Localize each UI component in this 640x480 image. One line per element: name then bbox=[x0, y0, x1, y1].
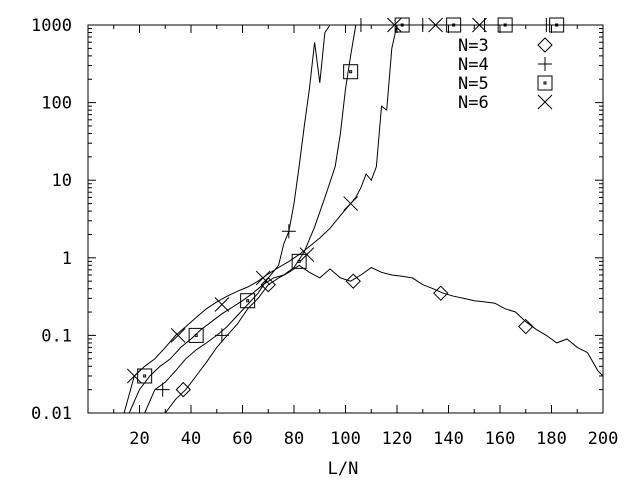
y-tick-label: 0.01 bbox=[31, 404, 72, 424]
marker-n4 bbox=[415, 18, 430, 32]
y-tick-label: 10 bbox=[52, 171, 72, 191]
marker-n5-dot bbox=[194, 333, 198, 337]
marker-n5-dot bbox=[349, 70, 353, 74]
y-tick-label: 100 bbox=[41, 94, 72, 114]
marker-n4 bbox=[155, 382, 170, 397]
marker-n6 bbox=[126, 368, 142, 384]
marker-n6 bbox=[299, 247, 315, 262]
marker-n4 bbox=[353, 18, 368, 32]
x-tick-label: 40 bbox=[181, 429, 201, 449]
series-line-n6 bbox=[113, 24, 398, 414]
marker-n5 bbox=[394, 17, 410, 33]
marker-n6 bbox=[255, 270, 271, 286]
x-tick-label: 140 bbox=[433, 429, 464, 449]
x-tick-label: 120 bbox=[382, 429, 413, 449]
marker-n5-dot bbox=[400, 23, 404, 27]
legend-label: N=6 bbox=[458, 93, 489, 113]
legend-marker bbox=[537, 37, 553, 53]
marker-n5 bbox=[343, 64, 359, 80]
x-tick-label: 80 bbox=[284, 429, 304, 449]
legend-marker bbox=[537, 75, 553, 91]
marker-n4 bbox=[281, 224, 296, 239]
y-tick-label: 0.1 bbox=[41, 326, 72, 346]
series-markers bbox=[126, 17, 565, 398]
marker-n5-dot bbox=[503, 23, 507, 27]
x-axis-label: L/N bbox=[328, 459, 359, 479]
x-tick-label: 180 bbox=[536, 429, 567, 449]
plot-frame bbox=[87, 24, 604, 414]
series-line-n3 bbox=[134, 264, 604, 414]
legend-marker bbox=[537, 94, 553, 110]
marker-n4 bbox=[214, 328, 229, 343]
marker-n5 bbox=[137, 368, 153, 384]
legend-label: N=4 bbox=[458, 55, 489, 75]
marker-n5 bbox=[188, 327, 204, 343]
legend: N=3N=4N=5N=6 bbox=[458, 36, 553, 113]
marker-n5-dot bbox=[555, 23, 559, 27]
series-lines bbox=[113, 24, 604, 414]
marker-n5 bbox=[291, 253, 307, 269]
legend-marker-dot bbox=[543, 81, 547, 85]
y-tick-label: 1 bbox=[62, 249, 72, 269]
marker-n6 bbox=[214, 297, 230, 312]
plot-border bbox=[87, 24, 604, 414]
y-tick-label: 1000 bbox=[31, 16, 72, 36]
series-line-n4 bbox=[124, 24, 331, 414]
marker-n5 bbox=[240, 293, 256, 309]
marker-n6 bbox=[170, 328, 186, 343]
x-tick-label: 100 bbox=[330, 429, 361, 449]
marker-n6 bbox=[472, 17, 487, 33]
legend-marker bbox=[538, 57, 552, 71]
legend-label: N=3 bbox=[458, 36, 489, 56]
marker-n5 bbox=[446, 17, 462, 33]
marker-n5-dot bbox=[143, 374, 147, 378]
marker-n6 bbox=[343, 196, 359, 211]
x-tick-label: 200 bbox=[588, 429, 619, 449]
marker-n5 bbox=[549, 17, 565, 33]
x-tick-label: 160 bbox=[485, 429, 516, 449]
marker-n3 bbox=[345, 273, 361, 289]
marker-n3 bbox=[518, 318, 534, 335]
marker-n3 bbox=[175, 381, 191, 398]
x-axis-ticks: 20 40 60 80 100 120 140 160 180 200 bbox=[113, 25, 619, 449]
marker-n5 bbox=[497, 17, 513, 33]
marker-n3 bbox=[433, 285, 449, 301]
x-tick-label: 60 bbox=[232, 429, 252, 449]
marker-n3 bbox=[260, 277, 276, 293]
x-tick-label: 20 bbox=[129, 429, 149, 449]
marker-n5-dot bbox=[452, 23, 456, 27]
y-axis-ticks: 0.01 0.1 1 10 100 1000 bbox=[31, 16, 603, 424]
marker-n6 bbox=[387, 17, 402, 33]
series-line-n5 bbox=[118, 24, 357, 414]
legend-label: N=5 bbox=[458, 74, 489, 94]
marker-n4 bbox=[539, 18, 554, 32]
marker-n6 bbox=[428, 17, 443, 33]
marker-n5-dot bbox=[246, 299, 250, 303]
